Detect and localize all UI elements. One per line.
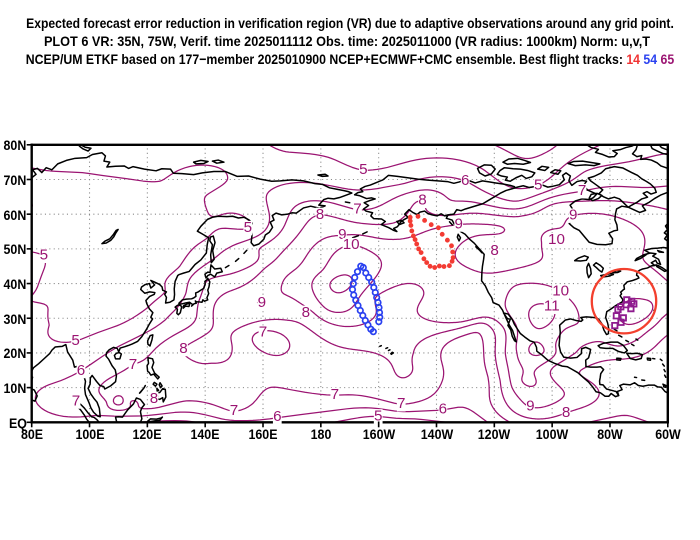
svg-text:7: 7: [230, 402, 238, 419]
svg-text:8: 8: [150, 390, 158, 407]
svg-text:5: 5: [40, 247, 48, 264]
svg-text:8: 8: [418, 192, 426, 209]
svg-text:7: 7: [72, 392, 80, 409]
svg-text:6: 6: [461, 172, 469, 189]
svg-text:7: 7: [129, 356, 137, 373]
svg-text:8: 8: [562, 404, 570, 421]
svg-text:5: 5: [71, 332, 79, 349]
svg-text:7: 7: [397, 395, 405, 412]
svg-text:9: 9: [569, 207, 577, 224]
svg-text:9: 9: [526, 398, 534, 415]
svg-text:5: 5: [359, 161, 367, 178]
svg-text:10: 10: [548, 231, 565, 248]
svg-text:10: 10: [343, 236, 360, 253]
svg-text:8: 8: [179, 340, 187, 357]
svg-text:6: 6: [273, 408, 281, 425]
svg-text:7: 7: [331, 386, 339, 403]
svg-text:9: 9: [454, 215, 462, 232]
svg-text:5: 5: [244, 219, 252, 236]
svg-text:8: 8: [316, 206, 324, 223]
svg-text:7: 7: [353, 201, 361, 218]
svg-text:9: 9: [338, 226, 346, 243]
svg-text:8: 8: [302, 304, 310, 321]
svg-text:9: 9: [258, 294, 266, 311]
svg-text:7: 7: [259, 324, 267, 341]
svg-text:10: 10: [552, 283, 569, 300]
svg-text:5: 5: [534, 176, 542, 193]
svg-text:6: 6: [77, 362, 85, 379]
svg-text:6: 6: [439, 401, 447, 418]
svg-text:5: 5: [374, 407, 382, 424]
svg-text:7: 7: [578, 182, 586, 199]
svg-text:8: 8: [490, 242, 498, 259]
svg-text:11: 11: [544, 298, 560, 315]
